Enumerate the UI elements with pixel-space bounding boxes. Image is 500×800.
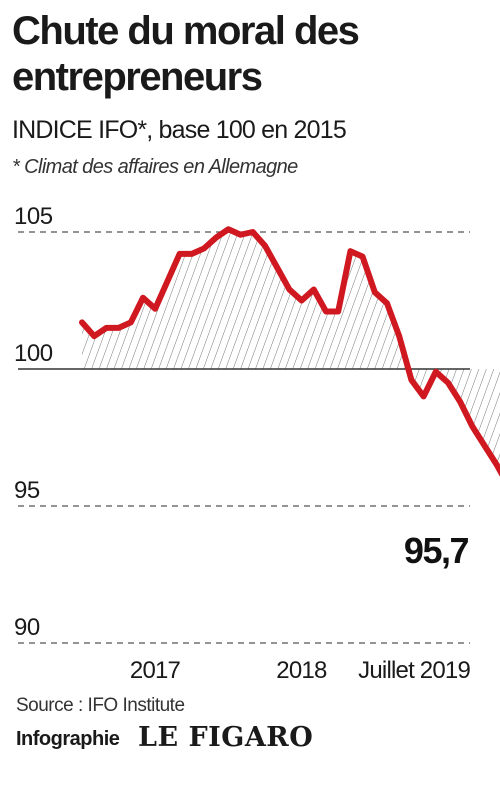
hatched-area-layer [82, 229, 500, 471]
data-point [165, 279, 169, 283]
data-point [434, 370, 438, 374]
data-point [226, 227, 230, 231]
data-point [190, 252, 194, 256]
last-value-label: 95,7 [404, 530, 469, 571]
ifo-line-chart: 105 100 95 90 95,7 2017 2018 Juillet 2019 [14, 203, 500, 684]
data-point [483, 444, 487, 448]
data-point [300, 299, 304, 302]
infographic-credit: Infographie [16, 728, 120, 750]
data-point [214, 235, 218, 239]
x-tick-label: 2018 [276, 657, 327, 684]
data-point [275, 266, 279, 270]
data-point [495, 463, 499, 467]
source-credit: Source : IFO Institute [16, 695, 185, 716]
data-point [361, 255, 365, 259]
data-point [422, 394, 426, 398]
y-tick-label: 95 [14, 477, 40, 504]
data-point [153, 307, 157, 311]
y-tick-label: 105 [14, 203, 53, 230]
data-point [80, 320, 84, 324]
data-point [104, 326, 108, 330]
data-point [239, 233, 243, 237]
y-tick-label: 100 [14, 340, 53, 367]
data-point [251, 230, 255, 234]
data-point [385, 301, 389, 305]
data-point [312, 288, 316, 292]
y-tick-label: 90 [14, 614, 40, 641]
series-line-layer [79, 226, 500, 477]
data-point [324, 309, 328, 313]
chart-subtitle: INDICE IFO*, base 100 en 2015 [12, 116, 347, 144]
data-point [141, 296, 145, 300]
x-tick-label: 2017 [130, 657, 181, 684]
data-point [446, 381, 450, 385]
x-tick-label: Juillet 2019 [358, 657, 470, 684]
data-point [287, 288, 291, 292]
hatched-area [82, 229, 500, 471]
data-point [470, 425, 474, 429]
label-layer: 105 100 95 90 95,7 2017 2018 Juillet 2019 [14, 203, 471, 684]
data-point [178, 252, 182, 256]
data-point [348, 249, 352, 253]
chart-footnote: * Climat des affaires en Allemagne [12, 156, 298, 178]
data-point [373, 290, 377, 294]
data-point [458, 400, 462, 404]
data-point [336, 309, 340, 313]
series-line [79, 226, 500, 477]
data-point [263, 244, 267, 248]
data-point [397, 334, 401, 338]
data-point [409, 378, 413, 382]
data-point [92, 334, 96, 338]
le-figaro-logo: LE FIGARO [138, 722, 314, 753]
data-point [202, 246, 206, 250]
chart-title: Chute du moral des entrepreneurs [12, 9, 360, 99]
data-point [117, 326, 121, 330]
data-point [129, 320, 133, 324]
